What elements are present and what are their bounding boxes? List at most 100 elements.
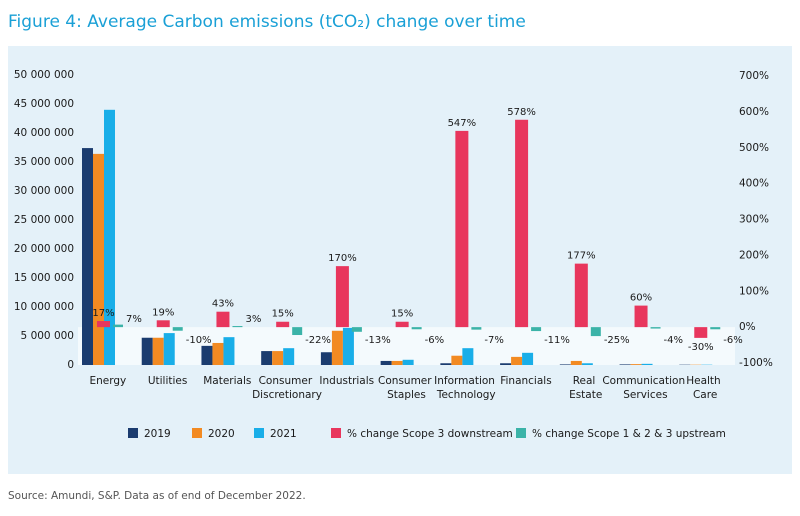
y2-tick-label: 100% (739, 285, 769, 297)
y-tick-label: 50 000 000 (14, 69, 74, 81)
y-tick-label: 15 000 000 (14, 272, 74, 284)
source-note: Source: Amundi, S&P. Data as of end of D… (8, 490, 306, 502)
bar (141, 337, 153, 365)
legend-swatch (192, 428, 202, 438)
bar (581, 363, 593, 365)
y-tick-label: 10 000 000 (14, 301, 74, 313)
bar (500, 363, 512, 365)
legend-swatch (516, 428, 526, 438)
y-tick-label: 5 000 000 (21, 330, 74, 342)
bar (172, 327, 183, 331)
bar (570, 360, 582, 365)
x-tick-line: Technology (436, 389, 496, 401)
bar (320, 352, 332, 365)
bar (471, 327, 482, 330)
bar (232, 326, 243, 328)
x-tick-label: Consumer Staples (378, 375, 435, 401)
x-tick-line: Health (686, 375, 724, 387)
bar (531, 327, 542, 332)
bar (515, 119, 529, 328)
bar (634, 305, 648, 328)
data-label: -4% (664, 335, 683, 346)
bar (511, 356, 523, 365)
bar (331, 330, 343, 365)
x-tick-line: Real (573, 375, 599, 387)
panel (8, 46, 792, 474)
y2-tick-label: -100% (739, 357, 773, 369)
bar (619, 364, 631, 365)
y2-tick-label: 0% (739, 321, 756, 333)
x-tick-line: Communication (602, 375, 688, 387)
bar (641, 363, 653, 365)
x-tick-label: Consumer Discretionary (252, 375, 322, 401)
x-tick-label: Real Estate (569, 375, 602, 401)
bar (292, 327, 303, 336)
data-label: 177% (567, 251, 596, 262)
y-tick-label: 35 000 000 (14, 156, 74, 168)
data-label: 547% (448, 118, 477, 129)
bar (82, 148, 93, 365)
bar (522, 352, 534, 365)
data-label: 3% (245, 314, 261, 325)
x-tick-label: Health Care (686, 375, 724, 401)
data-label: 15% (272, 309, 294, 320)
data-label: -13% (365, 335, 391, 346)
bar (152, 337, 164, 365)
bar (276, 321, 290, 328)
x-tick-label: Information Technology (434, 375, 498, 401)
legend-label: 2019 (144, 428, 171, 440)
y2-tick-label: 400% (739, 178, 769, 190)
x-tick-line: Staples (387, 389, 426, 401)
x-tick-label: Financials (500, 375, 551, 387)
x-tick-line: Information (434, 375, 498, 387)
bar (402, 359, 414, 365)
bar (216, 311, 230, 328)
bar (342, 327, 354, 365)
x-tick-line: Estate (569, 389, 602, 401)
bar (462, 348, 474, 365)
bar (261, 351, 273, 365)
x-tick-label: Communication Services (602, 375, 688, 401)
bar (694, 327, 708, 338)
y2-tick-label: 300% (739, 214, 769, 226)
y-tick-label: 25 000 000 (14, 214, 74, 226)
y2-tick-label: 200% (739, 249, 769, 261)
y-tick-label: 30 000 000 (14, 185, 74, 197)
bar (272, 351, 284, 365)
x-tick-line: Care (693, 389, 717, 401)
legend-swatch (128, 428, 138, 438)
bar (559, 364, 571, 365)
data-label: 43% (212, 299, 234, 310)
x-tick-line: Consumer (378, 375, 435, 387)
y-tick-label: 20 000 000 (14, 243, 74, 255)
bar (93, 153, 104, 365)
legend-label: 2021 (270, 428, 297, 440)
x-tick-label: Energy (89, 375, 126, 387)
bar (380, 360, 392, 365)
x-tick-label: Industrials (319, 375, 374, 387)
data-label: 17% (92, 308, 114, 319)
bar (156, 320, 170, 328)
bar (391, 360, 403, 365)
legend-swatch (254, 428, 264, 438)
data-label: -30% (688, 342, 714, 353)
zero-band (78, 327, 735, 365)
data-label: 578% (507, 107, 536, 118)
bar (113, 324, 123, 328)
bar (212, 342, 224, 365)
y2-tick-label: 700% (739, 70, 769, 82)
bar (574, 263, 588, 328)
bar (223, 337, 235, 365)
bar (351, 327, 362, 332)
bar (630, 364, 642, 365)
bar (163, 333, 175, 365)
bar (411, 327, 422, 330)
y-tick-label: 40 000 000 (14, 127, 74, 139)
bar (201, 345, 213, 365)
y-tick-label: 0 (67, 359, 74, 371)
chart-title: Figure 4: Average Carbon emissions (tCO₂… (8, 12, 526, 32)
bar (440, 363, 452, 365)
y2-tick-label: 600% (739, 106, 769, 118)
bar (283, 348, 295, 365)
